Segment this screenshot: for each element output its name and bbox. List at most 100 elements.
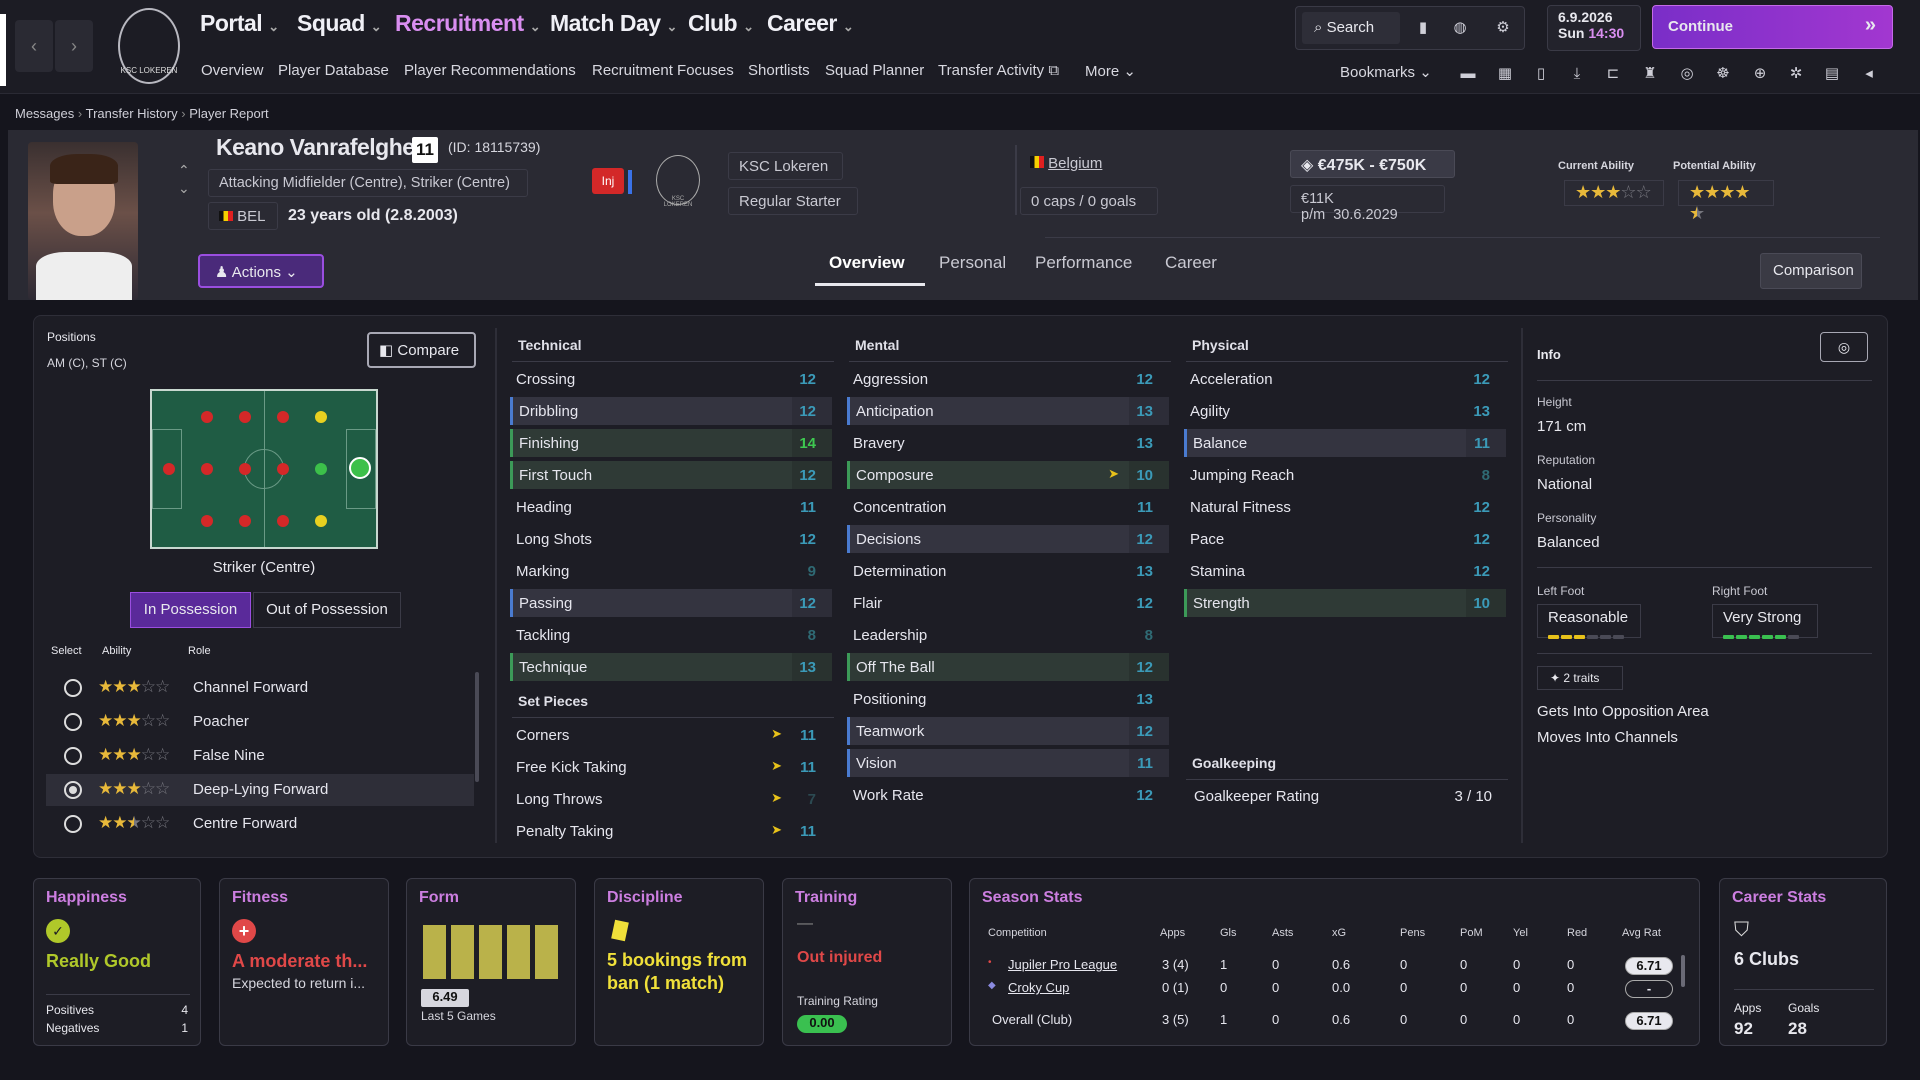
season-col-header[interactable]: xG <box>1332 927 1347 939</box>
position-dot[interactable] <box>315 463 327 475</box>
happiness-card[interactable]: Happiness ✓ Really Good Positives 4 Nega… <box>33 878 201 1046</box>
menu-squad[interactable]: Squad ⌄ <box>297 10 382 36</box>
role-row[interactable]: ★★★☆☆ Poacher <box>46 706 474 738</box>
attribute-row[interactable]: Strength 10 <box>1184 589 1506 617</box>
form-card[interactable]: Form 6.49 Last 5 Games <box>406 878 576 1046</box>
attribute-row[interactable]: Work Rate 12 <box>847 781 1169 809</box>
info-settings-button[interactable]: ◎ <box>1820 332 1868 362</box>
club-badge[interactable]: KSC LOKEREN <box>656 155 700 208</box>
attribute-row[interactable]: Stamina 12 <box>1184 557 1506 585</box>
role-radio[interactable] <box>64 815 82 833</box>
in-possession-tab[interactable]: In Possession <box>130 592 251 628</box>
attribute-row[interactable]: Passing 12 <box>510 589 832 617</box>
sub-more[interactable]: More ⌄ <box>1085 63 1136 80</box>
role-row[interactable]: ★★★★☆☆ Centre Forward <box>46 808 474 840</box>
gear-icon[interactable]: ⚙ <box>1496 19 1510 36</box>
club-name[interactable]: KSC Lokeren <box>728 152 843 180</box>
season-col-header[interactable]: Pens <box>1400 927 1426 939</box>
breadcrumb-transfer-history[interactable]: Transfer History <box>85 106 178 121</box>
attribute-row[interactable]: Natural Fitness 12 <box>1184 493 1506 521</box>
continue-button[interactable]: Continue » <box>1652 5 1893 49</box>
attribute-row[interactable]: Pace 12 <box>1184 525 1506 553</box>
world-icon[interactable]: ⊕ <box>1753 65 1767 82</box>
attribute-row[interactable]: Marking 9 <box>510 557 832 585</box>
discipline-card[interactable]: Discipline 5 bookings from ban (1 match) <box>594 878 764 1046</box>
sub-squad-planner[interactable]: Squad Planner <box>825 62 925 79</box>
tab-overview[interactable]: Overview <box>829 253 905 272</box>
season-col-header[interactable]: Avg Rat <box>1622 927 1661 939</box>
role-radio[interactable] <box>64 679 82 697</box>
attribute-row[interactable]: Corners ➤ 11 <box>510 721 832 749</box>
position-dot[interactable] <box>277 463 289 475</box>
menu-club[interactable]: Club ⌄ <box>688 10 754 36</box>
tab-career[interactable]: Career <box>1165 253 1217 272</box>
menu-portal[interactable]: Portal ⌄ <box>200 10 279 36</box>
position-dot[interactable] <box>277 411 289 423</box>
people-icon[interactable]: ✲ <box>1789 65 1803 82</box>
role-row[interactable]: ★★★☆☆ Deep-Lying Forward <box>46 774 474 806</box>
injury-badge[interactable]: Inj <box>592 168 624 194</box>
comparison-button[interactable]: Comparison <box>1760 253 1862 289</box>
attribute-row[interactable]: Off The Ball 12 <box>847 653 1169 681</box>
position-dot[interactable] <box>239 463 251 475</box>
group-icon[interactable]: ☸ <box>1716 65 1730 82</box>
roles-scrollbar[interactable] <box>475 672 479 782</box>
season-scrollbar[interactable] <box>1681 955 1685 987</box>
sub-shortlists[interactable]: Shortlists <box>748 62 810 79</box>
attribute-row[interactable]: Heading 11 <box>510 493 832 521</box>
breadcrumb-messages[interactable]: Messages <box>15 106 75 121</box>
attribute-row[interactable]: Jumping Reach 8 <box>1184 461 1506 489</box>
position-dot[interactable] <box>315 515 327 527</box>
season-col-header[interactable]: Gls <box>1220 927 1237 939</box>
attribute-row[interactable]: Composure ➤ 10 <box>847 461 1169 489</box>
season-col-header[interactable]: Asts <box>1272 927 1294 939</box>
attribute-row[interactable]: Tackling 8 <box>510 621 832 649</box>
season-col-header[interactable]: Yel <box>1513 927 1528 939</box>
season-stats-card[interactable]: Season Stats <box>969 878 1700 1046</box>
back-button[interactable]: ‹ <box>15 20 53 72</box>
bookmarks-dropdown[interactable]: Bookmarks ⌄ <box>1340 64 1432 81</box>
attribute-row[interactable]: Concentration 11 <box>847 493 1169 521</box>
bookmark-icon[interactable]: ▮ <box>1418 19 1428 36</box>
chevron-down-icon[interactable]: ⌄ <box>178 180 190 196</box>
attribute-row[interactable]: Penalty Taking ➤ 11 <box>510 817 832 845</box>
attribute-row[interactable]: Teamwork 12 <box>847 717 1169 745</box>
search-button[interactable]: ⌕ Search <box>1302 12 1400 44</box>
role-radio[interactable] <box>64 781 82 799</box>
compare-button[interactable]: ◧ Compare <box>367 332 476 368</box>
season-col-header[interactable]: Apps <box>1160 927 1186 939</box>
attribute-row[interactable]: Vision 11 <box>847 749 1169 777</box>
sub-recruitment-focuses[interactable]: Recruitment Focuses <box>592 62 734 79</box>
target-icon[interactable]: ◎ <box>1680 65 1694 82</box>
attribute-row[interactable]: Long Throws ➤ 7 <box>510 785 832 813</box>
training-card[interactable]: Training — Out injured Training Rating 0… <box>782 878 952 1046</box>
position-dot[interactable] <box>201 463 213 475</box>
role-radio[interactable] <box>64 747 82 765</box>
globe-icon[interactable]: ◍ <box>1453 19 1467 36</box>
attribute-row[interactable]: Aggression 12 <box>847 365 1169 393</box>
menu-career[interactable]: Career ⌄ <box>767 10 854 36</box>
attribute-row[interactable]: Bravery 13 <box>847 429 1169 457</box>
document-icon[interactable]: ▯ <box>1536 65 1546 82</box>
inbox-icon[interactable]: ▬ <box>1460 65 1476 82</box>
position-dot[interactable] <box>201 515 213 527</box>
position-dot[interactable] <box>315 411 327 423</box>
role-row[interactable]: ★★★☆☆ False Nine <box>46 740 474 772</box>
tactics-icon[interactable]: ⊏ <box>1606 65 1620 82</box>
competition-name[interactable]: Croky Cup <box>1008 980 1070 995</box>
attribute-row[interactable]: Flair 12 <box>847 589 1169 617</box>
report-icon[interactable]: ▤ <box>1824 65 1840 82</box>
position-dot[interactable] <box>239 515 251 527</box>
competition-name[interactable]: Jupiler Pro League <box>1008 957 1118 972</box>
attribute-row[interactable]: Long Shots 12 <box>510 525 832 553</box>
forward-button[interactable]: › <box>55 20 93 72</box>
nation-box[interactable]: Belgium <box>1020 150 1126 178</box>
attribute-row[interactable]: Agility 13 <box>1184 397 1506 425</box>
tab-personal[interactable]: Personal <box>939 253 1007 272</box>
attribute-row[interactable]: Finishing 14 <box>510 429 832 457</box>
tab-performance[interactable]: Performance <box>1035 253 1133 272</box>
role-row[interactable]: ★★★☆☆ Channel Forward <box>46 672 474 704</box>
out-of-possession-tab[interactable]: Out of Possession <box>253 592 401 628</box>
position-dot[interactable] <box>163 463 175 475</box>
sub-player-recommendations[interactable]: Player Recommendations <box>404 62 576 79</box>
